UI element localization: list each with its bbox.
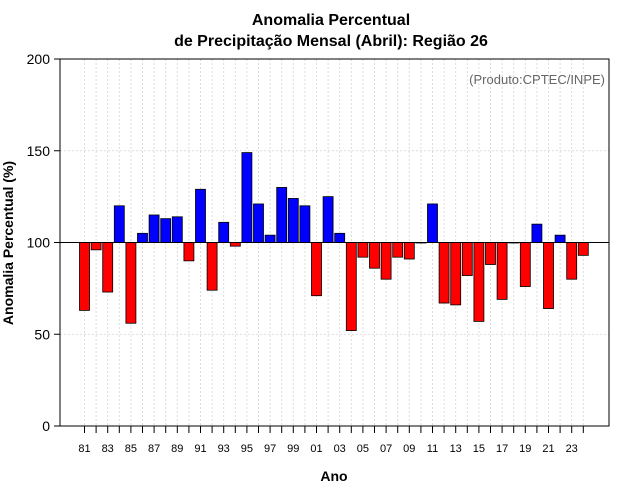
bar-93 bbox=[218, 221, 230, 243]
bar-96 bbox=[253, 203, 264, 243]
x-tick-label: 15 bbox=[473, 443, 485, 455]
x-tick-label: 05 bbox=[357, 443, 369, 455]
bar-07 bbox=[380, 242, 392, 280]
bar-94 bbox=[229, 242, 241, 247]
x-tick-label: 81 bbox=[78, 443, 90, 455]
bar-20 bbox=[531, 223, 543, 243]
bar-04 bbox=[345, 242, 357, 331]
bar-91 bbox=[195, 188, 206, 243]
bar-92 bbox=[206, 242, 218, 291]
bar-86 bbox=[137, 232, 148, 243]
bar-22 bbox=[554, 234, 566, 243]
bar-88 bbox=[160, 218, 172, 243]
bar-98 bbox=[276, 187, 288, 243]
x-tick-label: 23 bbox=[566, 443, 578, 455]
bar-95 bbox=[241, 152, 253, 243]
x-tick-label: 87 bbox=[148, 443, 160, 455]
bar-90 bbox=[183, 242, 195, 262]
bar-09 bbox=[403, 242, 415, 260]
x-tick-label: 19 bbox=[519, 443, 531, 455]
x-axis-label: Ano bbox=[320, 468, 347, 484]
bar-19 bbox=[519, 242, 531, 287]
y-axis: 0 50 100 150 200 bbox=[27, 51, 60, 434]
bar-01 bbox=[311, 242, 322, 297]
bar-84 bbox=[113, 205, 125, 243]
x-tick-label: 83 bbox=[102, 443, 114, 455]
bar-05 bbox=[357, 242, 369, 258]
x-tick-label: 97 bbox=[264, 443, 276, 455]
bar-97 bbox=[264, 234, 276, 243]
bar-08 bbox=[392, 242, 404, 258]
y-tick-label: 0 bbox=[42, 418, 50, 434]
x-tick-label: 07 bbox=[380, 443, 392, 455]
x-tick-label: 13 bbox=[450, 443, 462, 455]
y-tick-label: 100 bbox=[27, 235, 51, 251]
x-tick-label: 17 bbox=[496, 443, 508, 455]
x-tick-label: 01 bbox=[310, 443, 322, 455]
bars bbox=[79, 152, 589, 331]
bar-21 bbox=[543, 242, 554, 309]
chart-title-line2: de Precipitação Mensal (Abril): Região 2… bbox=[174, 33, 488, 50]
bar-99 bbox=[287, 198, 299, 243]
bar-11 bbox=[427, 203, 438, 243]
y-tick-label: 200 bbox=[27, 51, 51, 67]
credit-label: (Produto:CPTEC/INPE) bbox=[469, 72, 605, 87]
bar-89 bbox=[171, 216, 183, 243]
y-axis-label: Anomalia Percentual (%) bbox=[0, 161, 16, 325]
bar-06 bbox=[369, 242, 380, 269]
chart-title-line1: Anomalia Percentual bbox=[252, 12, 410, 29]
bar-03 bbox=[334, 232, 346, 243]
bar-15 bbox=[473, 242, 485, 322]
bar-81 bbox=[79, 242, 90, 311]
bar-83 bbox=[102, 242, 114, 293]
x-tick-label: 93 bbox=[218, 443, 230, 455]
x-tick-label: 03 bbox=[334, 443, 346, 455]
y-tick-label: 50 bbox=[34, 326, 50, 342]
x-tick-label: 11 bbox=[427, 443, 438, 455]
bar-13 bbox=[450, 242, 462, 306]
y-tick-label: 150 bbox=[27, 143, 51, 159]
x-axis: 81 83 85 87 89 91 93 95 97 99 01 03 05 07 09 11 13 15 17 19… bbox=[78, 426, 584, 455]
x-tick-label: 95 bbox=[241, 443, 253, 455]
x-tick-label: 09 bbox=[403, 443, 415, 455]
bar-23 bbox=[566, 242, 578, 280]
bar-12 bbox=[438, 242, 450, 304]
grid-lines bbox=[60, 58, 609, 427]
bar-82 bbox=[90, 242, 102, 251]
bar-85 bbox=[125, 242, 137, 324]
x-tick-label: 91 bbox=[194, 443, 206, 455]
bar-02 bbox=[322, 196, 334, 243]
bar-24 bbox=[577, 242, 589, 256]
bar-00 bbox=[299, 205, 311, 243]
bar-14 bbox=[461, 242, 473, 276]
x-tick-label: 21 bbox=[542, 443, 554, 455]
x-tick-label: 89 bbox=[171, 443, 183, 455]
bar-17 bbox=[496, 242, 508, 300]
x-tick-label: 99 bbox=[287, 443, 299, 455]
bar-87 bbox=[148, 214, 160, 243]
bar-16 bbox=[485, 242, 496, 265]
x-tick-label: 85 bbox=[125, 443, 137, 455]
